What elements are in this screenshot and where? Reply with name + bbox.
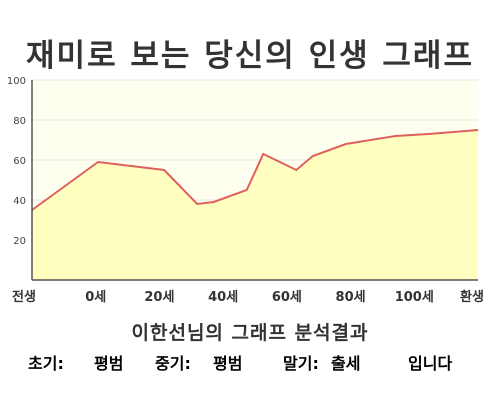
- x-tick-label: 40세: [208, 290, 238, 305]
- x-tick-label: 60세: [272, 290, 302, 305]
- x-tick-label: 전생: [12, 289, 36, 305]
- y-tick-labels: 20 40 60 80 100: [7, 76, 26, 247]
- late-label: 말기:: [283, 354, 319, 373]
- y-tick-label: 40: [13, 196, 26, 207]
- x-tick-label: 20세: [144, 290, 174, 305]
- page-title: 재미로 보는 당신의 인생 그래프: [26, 38, 474, 74]
- series-line: [31, 129, 479, 211]
- early-label: 초기:: [28, 354, 64, 373]
- middle-label: 중기:: [155, 354, 191, 373]
- axes: [31, 80, 478, 281]
- y-tick-label: 100: [7, 76, 26, 87]
- result-title: 이한선님의 그래프 분석결과: [131, 322, 369, 344]
- late-value: 출세: [331, 354, 361, 373]
- middle-value: 평범: [213, 354, 243, 373]
- x-tick-label: 환생: [460, 289, 484, 305]
- x-tick-labels: 전생 0세 20세 40세 60세 80세 100세 환생: [12, 289, 484, 305]
- early-value: 평범: [94, 354, 124, 373]
- y-tick-label: 20: [13, 236, 26, 247]
- x-tick-label: 100세: [395, 290, 434, 305]
- ending-text: 입니다: [408, 354, 453, 373]
- y-tick-label: 60: [13, 156, 26, 167]
- x-tick-label: 0세: [85, 290, 106, 305]
- y-tick-label: 80: [13, 116, 26, 127]
- x-tick-label: 80세: [336, 290, 366, 305]
